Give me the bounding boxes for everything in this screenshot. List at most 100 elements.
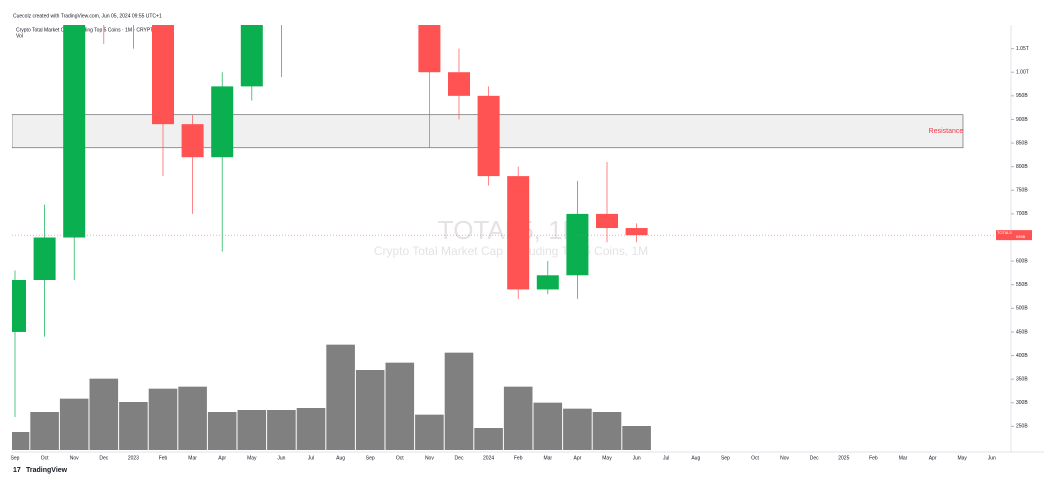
volume-bar (415, 414, 444, 450)
x-tick-label: May (957, 455, 967, 461)
x-tick-label: Feb (159, 455, 168, 461)
x-tick-label: Jun (988, 455, 996, 461)
x-tick-label: Dec (455, 455, 464, 461)
y-tick-label: 950B (1016, 93, 1028, 99)
candle-body (477, 95, 500, 177)
x-tick-label: May (247, 455, 257, 461)
y-tick-label: 500B (1016, 306, 1028, 312)
y-tick-label: 600B (1016, 258, 1028, 264)
x-tick-label: Oct (751, 455, 759, 461)
x-tick-label: Feb (869, 455, 878, 461)
y-tick-label: 250B (1016, 424, 1028, 430)
volume-bar (119, 402, 148, 450)
candle-body (211, 86, 234, 158)
candle-body (536, 275, 559, 290)
x-tick-label: Sep (366, 455, 375, 461)
candle-body (93, 0, 115, 1)
y-tick-label: 400B (1016, 353, 1028, 359)
candle-body (33, 237, 56, 280)
header: Cuecolz created with TradingView.com, Ju… (13, 13, 162, 19)
x-tick-label: Apr (574, 455, 582, 461)
y-tick-label: 300B (1016, 400, 1028, 406)
x-tick-label: Mar (188, 455, 197, 461)
x-tick-label: May (602, 455, 612, 461)
x-tick-label: 2023 (128, 455, 139, 461)
x-tick-label: Jun (633, 455, 641, 461)
candle-body (181, 124, 204, 158)
volume-bar (30, 412, 59, 450)
x-tick-label: Sep (721, 455, 730, 461)
x-tick-label: Nov (70, 455, 79, 461)
last-price-symbol: TOTAL5 (997, 230, 1013, 235)
candle-body (152, 25, 174, 125)
x-tick-label: Feb (514, 455, 523, 461)
legend: Crypto Total Market Cap Excluding Top 5 … (16, 27, 168, 33)
volume-bar (503, 386, 533, 450)
volume-bar (444, 352, 474, 450)
x-tick-label: Aug (336, 455, 345, 461)
x-tick-label: Oct (41, 455, 49, 461)
volume-bar (355, 370, 385, 450)
resistance-label: Resistance (929, 128, 964, 135)
y-tick-label: 850B (1016, 140, 1028, 146)
candle-body (418, 25, 441, 73)
volume-bar (563, 408, 592, 450)
x-tick-label: Dec (810, 455, 819, 461)
volume-bar (592, 412, 622, 450)
volume-bar (296, 408, 326, 450)
volume-bar (326, 344, 355, 450)
x-tick-label: Apr (218, 455, 226, 461)
y-tick-label: 1.00T (1016, 70, 1029, 76)
volume-bar (267, 410, 296, 450)
volume-bar (59, 398, 89, 450)
candle-body (63, 25, 86, 238)
last-price-tag (996, 230, 1032, 241)
x-tick-label: Sep (11, 455, 20, 461)
y-tick-label: 800B (1016, 164, 1028, 170)
candle-body (625, 228, 648, 236)
volume-bar (148, 388, 178, 450)
volume-bar (622, 426, 651, 450)
volume-label: Vol (16, 33, 23, 39)
y-tick-label: 1.05T (1016, 46, 1029, 52)
candle-body (566, 213, 589, 276)
logo-mark: 17 (13, 467, 21, 474)
volume-bar (207, 412, 237, 450)
candle-body (448, 72, 470, 96)
x-tick-label: Mar (899, 455, 908, 461)
volume-bar (237, 410, 267, 450)
candle-body (12, 280, 26, 332)
x-tick-label: Nov (780, 455, 789, 461)
y-tick-label: 900B (1016, 117, 1028, 123)
volume-bar (89, 378, 119, 450)
y-tick-label: 450B (1016, 329, 1028, 335)
volume-bar (533, 402, 563, 450)
x-tick-label: Jul (308, 455, 314, 461)
candle-body (122, 0, 144, 1)
x-tick-label: Oct (396, 455, 404, 461)
y-tick-label: 350B (1016, 376, 1028, 382)
logo: TradingView (26, 467, 68, 474)
x-tick-label: Nov (425, 455, 434, 461)
x-tick-label: 2024 (483, 455, 494, 461)
volume-bar (385, 362, 415, 450)
x-tick-label: Aug (691, 455, 700, 461)
candle-body (507, 176, 530, 290)
last-price-label: 655B (1016, 234, 1026, 239)
x-tick-label: Mar (543, 455, 552, 461)
x-tick-label: Jun (277, 455, 285, 461)
volume-bar (474, 428, 503, 450)
volume-bar (12, 432, 30, 450)
x-tick-label: Dec (99, 455, 108, 461)
y-tick-label: 700B (1016, 211, 1028, 217)
candle-body (596, 213, 618, 229)
volume-bar (178, 386, 207, 450)
y-tick-label: 750B (1016, 188, 1028, 194)
y-tick-label: 550B (1016, 282, 1028, 288)
candle-body (240, 25, 263, 87)
x-tick-label: Apr (929, 455, 937, 461)
x-tick-label: Jul (663, 455, 669, 461)
x-tick-label: 2025 (838, 455, 849, 461)
